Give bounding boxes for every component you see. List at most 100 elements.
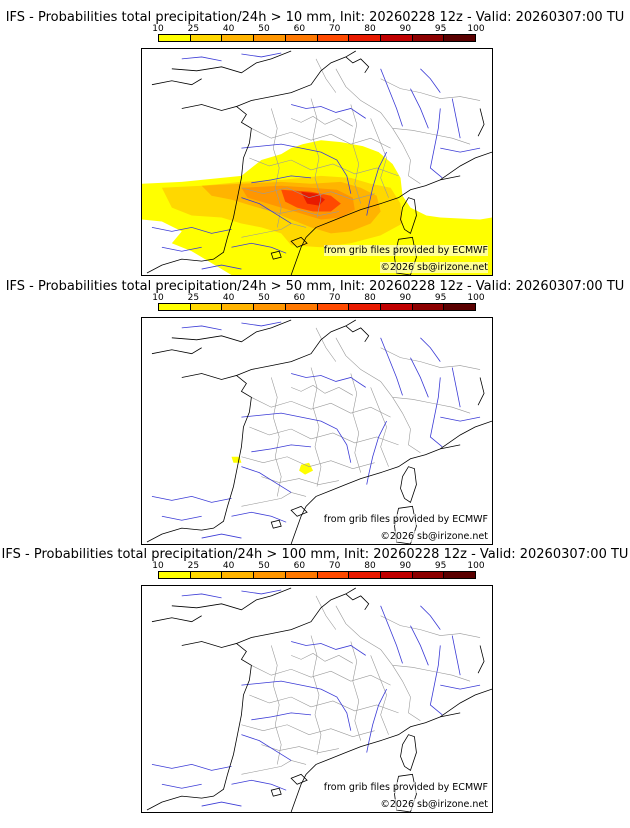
- river-line: [420, 605, 441, 630]
- river-line: [410, 625, 429, 666]
- river-line: [440, 147, 481, 153]
- copyright-credit: ©2026 sb@irizone.net: [380, 262, 488, 273]
- coastline: [440, 151, 492, 181]
- admin-border: [270, 645, 282, 765]
- river-line: [366, 151, 387, 216]
- map-panel-10mm: IFS - Probabilities total precipitation/…: [0, 10, 630, 280]
- coastline: [440, 420, 492, 450]
- river-line: [201, 801, 242, 807]
- colorbar-swatch: [317, 35, 350, 41]
- river-line: [251, 175, 312, 184]
- river-line: [181, 325, 222, 331]
- river-line: [366, 688, 387, 753]
- colorbar-swatch: [317, 304, 350, 310]
- river-line: [429, 108, 443, 179]
- coastline: [146, 104, 252, 274]
- colorbar-swatch: [285, 304, 318, 310]
- colorbar-swatch: [254, 304, 286, 310]
- colorbar-swatch: [190, 35, 223, 41]
- colorbar-tick-label: 10: [152, 293, 164, 303]
- coastline: [270, 787, 282, 797]
- source-credit: from grib files provided by ECMWF: [323, 782, 488, 793]
- colorbar-tick-label: 90: [399, 561, 412, 571]
- coastline: [477, 645, 485, 674]
- source-credit: from grib files provided by ECMWF: [323, 514, 488, 525]
- admin-border: [315, 58, 337, 93]
- colorbar-swatch: [285, 35, 318, 41]
- colorbar-swatch: [380, 35, 413, 41]
- colorbar-ticks: 10 25 40 50 60 70 80 90 95 100: [152, 24, 484, 34]
- colorbar-tick-label: 40: [222, 24, 235, 34]
- colorbar-tick-label: 60: [293, 293, 306, 303]
- coastline: [236, 319, 356, 376]
- admin-border: [251, 128, 391, 149]
- colorbar-swatch: [444, 35, 476, 41]
- colorbar-swatch: [159, 304, 191, 310]
- river-line: [241, 143, 352, 194]
- colorbar-tick-label: 50: [258, 561, 270, 571]
- admin-border: [350, 104, 362, 204]
- colorbar-swatch: [349, 572, 381, 578]
- river-line: [440, 416, 481, 422]
- coastline: [151, 347, 202, 355]
- map-panel-100mm: IFS - Probabilities total precipitation/…: [0, 547, 630, 817]
- colorbar-swatch: [317, 572, 350, 578]
- admin-border: [270, 108, 282, 228]
- river-line: [429, 377, 443, 448]
- colorbar-tick-label: 70: [328, 293, 341, 303]
- coastline: [290, 444, 461, 544]
- river-line: [380, 337, 403, 396]
- river-line: [241, 52, 282, 58]
- admin-border: [392, 128, 471, 145]
- admin-border: [261, 476, 339, 485]
- admin-border: [315, 595, 337, 630]
- coastline: [171, 587, 292, 611]
- map-svg: [146, 319, 492, 544]
- colorbar-swatch: [222, 35, 255, 41]
- river-line: [410, 357, 429, 398]
- copyright-credit: ©2026 sb@irizone.net: [380, 531, 488, 542]
- coastline: [171, 50, 292, 74]
- map-panel-50mm: IFS - Probabilities total precipitation/…: [0, 279, 630, 549]
- colorbar-tick-label: 10: [152, 24, 164, 34]
- colorbar-tick-label: 40: [222, 561, 235, 571]
- river-line: [241, 466, 292, 493]
- coastline: [400, 734, 417, 771]
- colorbar-tick-label: 100: [467, 24, 485, 34]
- river-line: [161, 515, 202, 521]
- admin-border: [249, 694, 399, 714]
- river-line: [451, 98, 461, 139]
- colorbar-tick-label: 70: [328, 24, 341, 34]
- river-line: [151, 227, 232, 234]
- river-line: [181, 56, 222, 62]
- admin-border: [350, 641, 362, 741]
- probability-map: from grib files provided by ECMWF ©2026 …: [141, 585, 493, 813]
- admin-border: [370, 387, 389, 467]
- river-line: [291, 104, 366, 119]
- river-line: [241, 197, 292, 224]
- colorbar-swatch: [190, 304, 223, 310]
- coastline: [151, 78, 202, 86]
- colorbar-swatch: [159, 572, 191, 578]
- copyright-credit: ©2026 sb@irizone.net: [380, 799, 488, 810]
- admin-border: [241, 456, 375, 469]
- admin-border: [392, 397, 471, 414]
- coastline: [146, 373, 252, 543]
- prob-area-10: [299, 462, 314, 475]
- colorbar-swatch: [349, 304, 381, 310]
- coastline: [270, 519, 282, 529]
- panel-title: IFS - Probabilities total precipitation/…: [1, 547, 629, 562]
- coastline: [290, 175, 461, 275]
- colorbar-ticks: 10 25 40 50 60 70 80 90 95 100: [152, 561, 484, 571]
- coastline: [345, 56, 370, 74]
- admin-border: [370, 655, 389, 735]
- coastline: [394, 236, 417, 275]
- colorbar-swatch: [412, 304, 445, 310]
- river-line: [231, 511, 287, 523]
- admin-border: [310, 635, 322, 755]
- admin-border: [380, 78, 481, 101]
- admin-border: [251, 665, 391, 686]
- coastline: [440, 688, 492, 718]
- colorbar-swatch: [380, 572, 413, 578]
- admin-border: [392, 665, 471, 682]
